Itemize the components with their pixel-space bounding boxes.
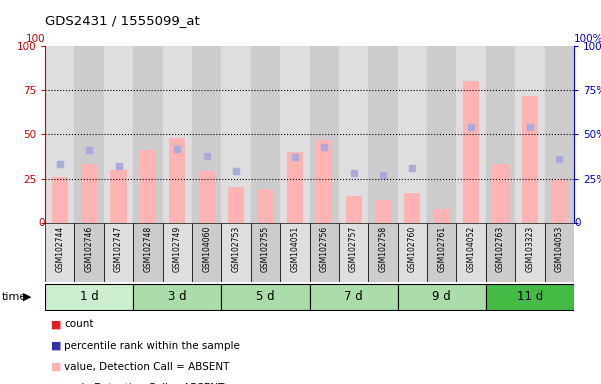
Text: GSM104052: GSM104052 [466,226,475,272]
Text: ■: ■ [51,383,61,384]
Text: GSM102758: GSM102758 [379,226,388,272]
Bar [339,46,368,223]
Bar [398,46,427,223]
Text: 0: 0 [574,218,581,228]
Text: GSM102763: GSM102763 [496,226,505,272]
Text: GSM102753: GSM102753 [231,226,240,272]
Bar [111,170,127,223]
Bar [339,223,368,282]
Text: 9 d: 9 d [432,290,451,303]
Bar [45,223,75,282]
Bar [346,196,362,223]
Bar [192,223,221,282]
Bar [221,223,251,282]
Text: 1 d: 1 d [80,290,99,303]
Bar [52,177,68,223]
Text: 0: 0 [38,218,45,228]
Text: rank, Detection Call = ABSENT: rank, Detection Call = ABSENT [64,383,225,384]
Text: ■: ■ [51,341,61,351]
Text: GSM102757: GSM102757 [349,226,358,272]
Bar [280,46,310,223]
Text: 7 d: 7 d [344,290,363,303]
Bar [81,164,97,223]
Bar [486,223,515,282]
Text: value, Detection Call = ABSENT: value, Detection Call = ABSENT [64,362,230,372]
Text: GSM103323: GSM103323 [525,226,534,272]
Bar [163,223,192,282]
Text: GSM102761: GSM102761 [438,226,446,272]
Bar [133,223,163,282]
Bar [375,200,391,223]
Text: ▶: ▶ [23,291,31,302]
Text: GSM102755: GSM102755 [261,226,270,272]
Text: GDS2431 / 1555099_at: GDS2431 / 1555099_at [45,14,200,27]
Bar [427,46,456,223]
Bar [104,223,133,282]
Text: GSM102748: GSM102748 [144,226,153,272]
Text: GSM102756: GSM102756 [320,226,329,272]
Text: time: time [2,291,27,302]
Bar [221,284,310,310]
Bar [463,81,479,223]
Text: 11 d: 11 d [517,290,543,303]
Text: 5 d: 5 d [256,290,275,303]
Bar [287,152,303,223]
Bar [198,172,215,223]
Bar [456,223,486,282]
Bar [251,223,280,282]
Text: GSM102744: GSM102744 [55,226,64,272]
Bar [75,46,104,223]
Text: 3 d: 3 d [168,290,186,303]
Text: GSM104053: GSM104053 [555,226,564,272]
Bar [310,223,339,282]
Bar [310,46,339,223]
Bar [368,46,398,223]
Bar [257,189,273,223]
Text: GSM102746: GSM102746 [85,226,94,272]
Bar [515,223,545,282]
Text: percentile rank within the sample: percentile rank within the sample [64,341,240,351]
Text: ■: ■ [51,362,61,372]
Bar [492,164,508,223]
Bar [456,46,486,223]
Bar [486,284,574,310]
Text: ■: ■ [51,319,61,329]
Bar [140,150,156,223]
Bar [280,223,310,282]
Bar [427,223,456,282]
Bar [169,138,185,223]
Bar [104,46,133,223]
Bar [251,46,280,223]
Text: 100: 100 [25,34,45,44]
Bar [45,284,133,310]
Bar [316,140,332,223]
Bar [75,223,104,282]
Text: GSM104060: GSM104060 [202,226,211,272]
Bar [163,46,192,223]
Bar [221,46,251,223]
Text: GSM104051: GSM104051 [290,226,299,272]
Text: 100%: 100% [574,34,601,44]
Bar [192,46,221,223]
Bar [486,46,515,223]
Text: GSM102747: GSM102747 [114,226,123,272]
Text: GSM102760: GSM102760 [408,226,417,272]
Bar [133,284,221,310]
Bar [368,223,398,282]
Bar [522,96,538,223]
Bar [133,46,163,223]
Bar [515,46,545,223]
Bar [228,187,244,223]
Bar [545,223,574,282]
Bar [398,284,486,310]
Bar [545,46,574,223]
Bar [434,209,450,223]
Bar [45,46,75,223]
Bar [398,223,427,282]
Bar [551,179,567,223]
Bar [404,193,421,223]
Text: GSM102749: GSM102749 [173,226,182,272]
Bar [310,284,398,310]
Text: count: count [64,319,94,329]
